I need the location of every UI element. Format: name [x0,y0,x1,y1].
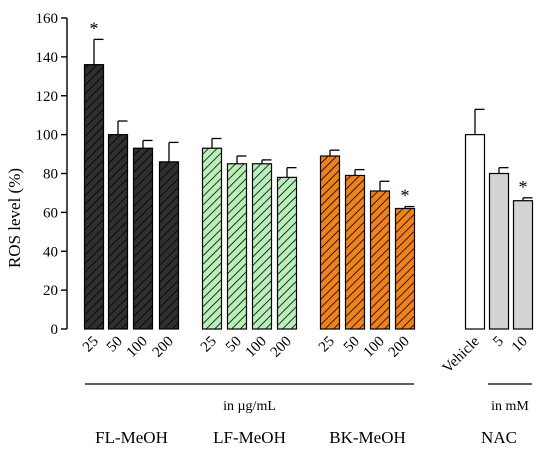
x-tick-label: 25 [80,334,102,356]
x-tick-label: 25 [198,334,220,356]
group-label: BK-MeOH [329,428,406,447]
significance-marker: * [401,186,410,206]
bar-group-lf-meoh-100 [251,159,273,330]
bar [489,173,509,329]
y-axis-label: ROS level (%) [5,168,24,268]
y-tick-label: 160 [36,11,59,27]
bar-group-fl-meoh-100 [132,139,154,330]
significance-marker: * [90,18,99,38]
bar-hatch [227,163,247,329]
bar-hatch [395,208,415,329]
unit-label: in mM [491,399,529,414]
x-tick-label: 50 [104,334,126,356]
bar-group-lf-meoh-50 [226,155,248,330]
bar-hatch [159,161,179,329]
bar-hatch [108,134,128,329]
unit-label: in µg/mL [223,399,276,414]
y-tick-label: 100 [36,128,59,144]
bar-hatch [320,156,340,329]
x-tick-label: 25 [316,334,338,356]
x-tick-label: 100 [361,334,388,361]
x-tick-label: 200 [386,334,413,361]
bar-group-nac-10: * [512,177,534,330]
x-tick-label: 200 [150,334,177,361]
bar-hatch [370,190,390,329]
bar-hatch [345,175,365,329]
bar-group-bk-meoh-100 [369,180,391,330]
y-tick-label: 20 [43,283,58,299]
x-tick-label: 10 [509,334,531,356]
bar-hatch [133,148,153,329]
significance-marker: * [519,177,528,197]
bar-hatch [252,163,272,329]
bar-group-lf-meoh-200 [276,167,298,330]
y-tick-label: 0 [51,322,59,338]
bar-group-bk-meoh-50 [344,168,366,330]
bar-hatch [84,64,104,330]
bar-group-fl-meoh-200 [158,141,180,330]
bar [513,200,533,329]
x-tick-label: 50 [223,334,245,356]
bar-group-bk-meoh-25 [319,149,341,330]
group-label: NAC [481,428,517,447]
x-tick-label: 100 [124,334,151,361]
bar [465,134,485,329]
bar-group-fl-meoh-25: * [83,18,105,330]
bar-group-nac-vehicle [464,108,486,330]
y-tick-label: 120 [36,89,59,105]
bar-group-nac-5 [488,167,510,330]
bar-group-fl-meoh-50 [107,120,129,330]
x-tick-label: 50 [341,334,363,356]
y-tick-label: 80 [43,167,58,183]
y-tick-label: 40 [43,244,58,260]
bar-group-bk-meoh-200: * [394,186,416,330]
group-label: FL-MeOH [95,428,168,447]
bar-hatch [277,177,297,329]
x-tick-label: 100 [243,334,270,361]
x-tick-label: 5 [490,334,507,351]
group-label: LF-MeOH [213,428,286,447]
bars: * * * [83,18,534,330]
bar-hatch [202,148,222,329]
bar-group-lf-meoh-25 [201,137,223,330]
y-tick-label: 60 [43,205,58,221]
y-axis: 0 20 40 60 80 100 120 140 160 [36,11,68,338]
x-tick-label: Vehicle [440,333,483,376]
x-tick-label: 200 [268,334,295,361]
y-tick-label: 140 [36,50,59,66]
group-labels: in µg/mL in mM FL-MeOH LF-MeOH BK-MeOH NAC [85,383,532,447]
